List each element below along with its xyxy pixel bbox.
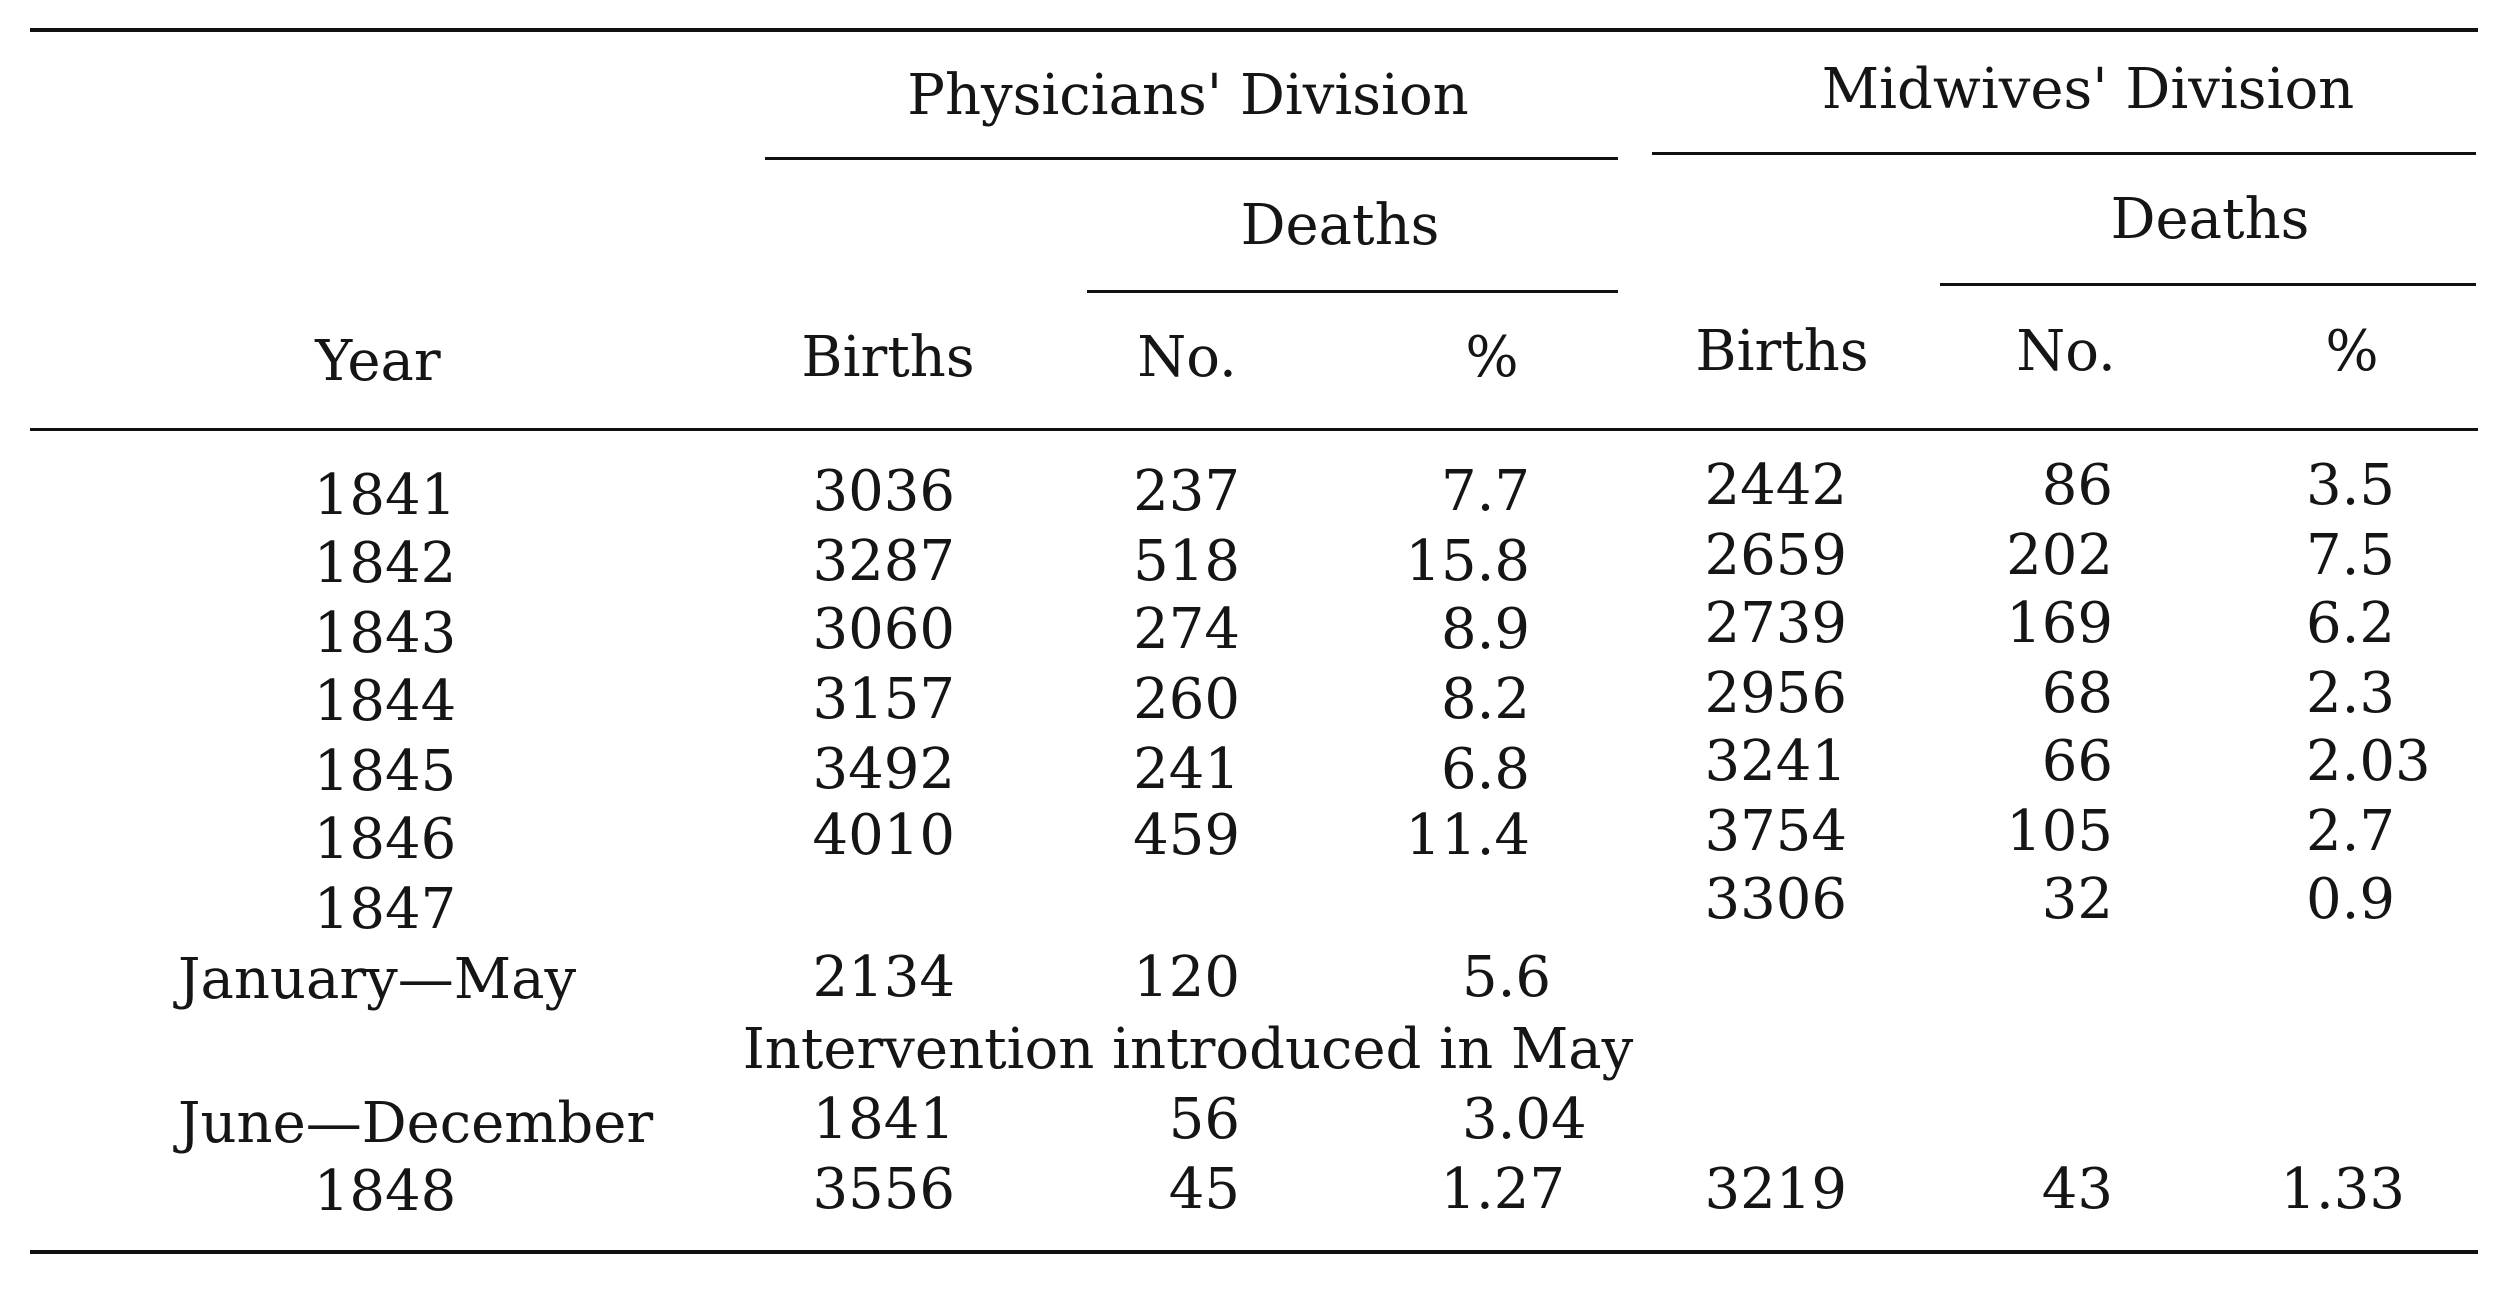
midwives-births-cell: 2659 xyxy=(1704,523,1847,588)
physicians-deaths-no-header: No. xyxy=(1137,325,1237,390)
midwives-deaths-no-cell: 32 xyxy=(2041,867,2113,932)
midwives-births-header: Births xyxy=(1695,319,1869,384)
physicians-deaths-pct-cell: 8.2 xyxy=(1440,667,1530,732)
midwives-deaths-pct-cell: 0.9 xyxy=(2306,867,2396,932)
year-cell: 1843 xyxy=(313,601,457,666)
physicians-deaths-pct-cell: 6.8 xyxy=(1440,737,1530,802)
physicians-deaths-no-cell: 518 xyxy=(1133,529,1240,594)
midwives-births-cell: 3219 xyxy=(1704,1157,1847,1222)
midwives-deaths-pct-cell: 6.2 xyxy=(2306,591,2396,656)
bottom-rule xyxy=(30,1250,2478,1254)
midwives-deaths-heading: Deaths xyxy=(2110,187,2310,252)
physicians-deaths-no-cell: 56 xyxy=(1168,1087,1240,1152)
midwives-deaths-pct-cell: 1.33 xyxy=(2280,1157,2405,1222)
physicians-deaths-no-cell: 274 xyxy=(1133,597,1240,662)
year-cell: January—May xyxy=(178,947,577,1012)
year-cell: 1842 xyxy=(313,531,457,596)
physicians-division-rule xyxy=(765,157,1618,160)
midwives-births-cell: 2956 xyxy=(1704,661,1847,726)
physicians-deaths-pct-cell: 11.4 xyxy=(1405,803,1530,868)
midwives-births-cell: 2739 xyxy=(1704,591,1847,656)
physicians-deaths-no-cell: 45 xyxy=(1168,1157,1240,1222)
physicians-deaths-pct-cell: 1.27 xyxy=(1440,1157,1565,1222)
physicians-births-cell: 2134 xyxy=(812,945,955,1010)
header-bottom-rule xyxy=(30,428,2478,431)
physicians-births-cell: 3287 xyxy=(812,529,955,594)
midwives-deaths-no-cell: 169 xyxy=(2006,591,2113,656)
physicians-deaths-no-cell: 241 xyxy=(1133,737,1240,802)
physicians-deaths-no-cell: 459 xyxy=(1133,803,1240,868)
midwives-deaths-pct-cell: 7.5 xyxy=(2306,523,2396,588)
midwives-deaths-pct-cell: 2.7 xyxy=(2306,799,2396,864)
midwives-deaths-no-cell: 66 xyxy=(2041,729,2113,794)
physicians-births-cell: 3157 xyxy=(812,667,955,732)
top-rule xyxy=(30,28,2478,32)
year-cell: 1847 xyxy=(313,877,457,942)
physicians-births-cell: 4010 xyxy=(812,803,955,868)
physicians-births-cell: 3036 xyxy=(812,459,955,524)
midwives-births-cell: 2442 xyxy=(1704,453,1847,518)
midwives-deaths-pct-cell: 2.3 xyxy=(2306,661,2396,726)
midwives-deaths-rule xyxy=(1940,283,2476,286)
physicians-births-cell: 1841 xyxy=(812,1087,955,1152)
midwives-births-cell: 3754 xyxy=(1704,799,1847,864)
physicians-deaths-rule xyxy=(1087,290,1618,293)
physicians-births-cell: 3492 xyxy=(812,737,955,802)
year-cell: 1841 xyxy=(313,463,457,528)
physicians-deaths-pct-cell: 8.9 xyxy=(1440,597,1530,662)
physicians-deaths-no-cell: 120 xyxy=(1133,945,1240,1010)
physicians-deaths-pct-cell: 3.04 xyxy=(1462,1087,1587,1152)
year-cell: 1845 xyxy=(313,739,457,804)
midwives-deaths-no-cell: 68 xyxy=(2041,661,2113,726)
physicians-deaths-pct-cell: 7.7 xyxy=(1440,459,1530,524)
physicians-division-heading: Physicians' Division xyxy=(907,63,1469,128)
midwives-deaths-no-cell: 43 xyxy=(2041,1157,2113,1222)
year-column-header: Year xyxy=(315,329,441,394)
midwives-births-cell: 3306 xyxy=(1704,867,1847,932)
midwives-deaths-no-cell: 202 xyxy=(2006,523,2113,588)
midwives-deaths-no-cell: 105 xyxy=(2006,799,2113,864)
year-cell: June—December xyxy=(178,1091,654,1156)
midwives-division-heading: Midwives' Division xyxy=(1821,57,2355,122)
midwives-deaths-no-header: No. xyxy=(2016,319,2116,384)
midwives-deaths-pct-header: % xyxy=(2325,319,2379,384)
midwives-division-rule xyxy=(1652,152,2476,155)
physicians-deaths-pct-cell: 5.6 xyxy=(1462,945,1552,1010)
midwives-deaths-no-cell: 86 xyxy=(2041,453,2113,518)
physicians-births-cell: 3556 xyxy=(812,1157,955,1222)
physicians-deaths-no-cell: 237 xyxy=(1133,459,1240,524)
physicians-births-cell: 3060 xyxy=(812,597,955,662)
physicians-births-header: Births xyxy=(801,325,975,390)
midwives-births-cell: 3241 xyxy=(1704,729,1847,794)
physicians-deaths-no-cell: 260 xyxy=(1133,667,1240,732)
intervention-note: Intervention introduced in May xyxy=(742,1017,1634,1082)
year-cell: 1846 xyxy=(313,807,457,872)
year-cell: 1844 xyxy=(313,669,457,734)
midwives-deaths-pct-cell: 2.03 xyxy=(2306,729,2431,794)
physicians-deaths-pct-header: % xyxy=(1465,325,1519,390)
physicians-deaths-pct-cell: 15.8 xyxy=(1405,529,1530,594)
year-cell: 1848 xyxy=(313,1159,457,1224)
physicians-deaths-heading: Deaths xyxy=(1240,193,1440,258)
midwives-deaths-pct-cell: 3.5 xyxy=(2306,453,2396,518)
